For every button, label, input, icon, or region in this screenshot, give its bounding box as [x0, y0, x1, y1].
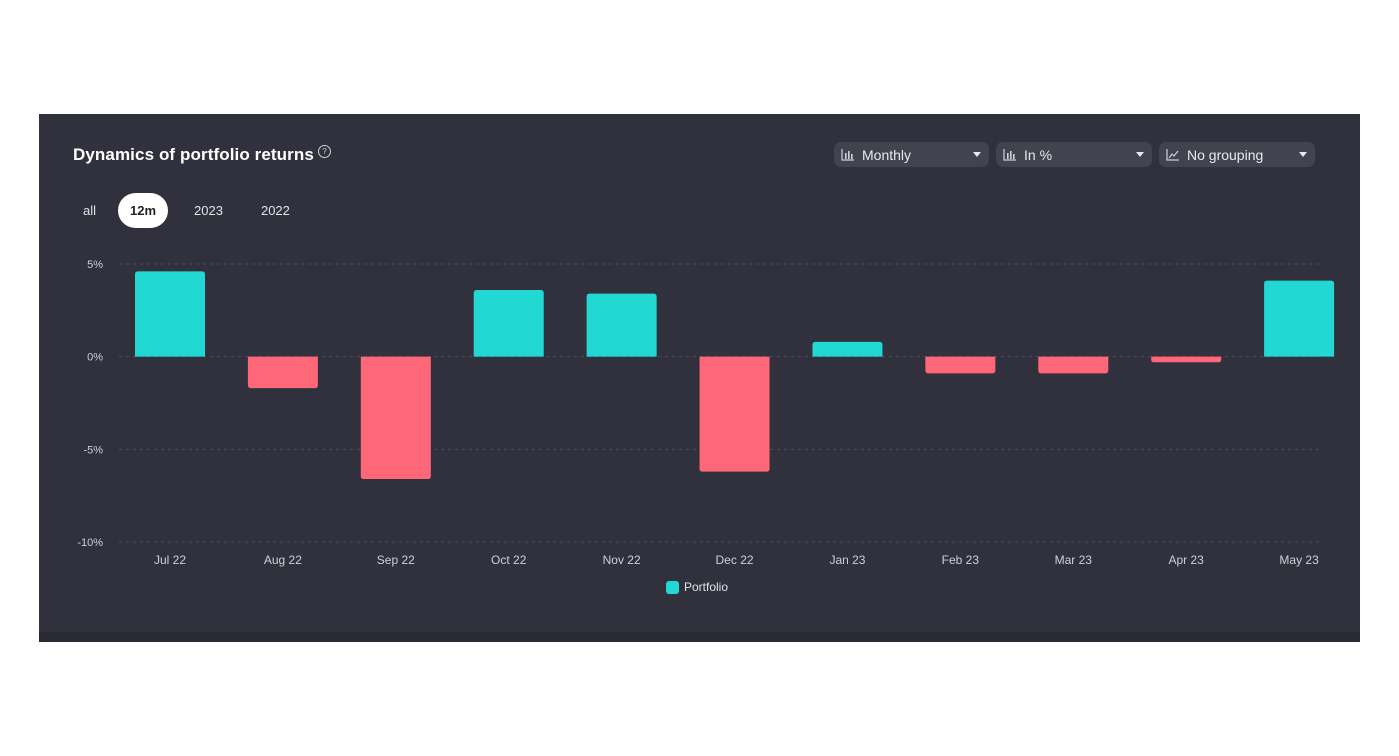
interval-select[interactable]: Monthly — [834, 142, 989, 167]
x-tick-label: Apr 23 — [1169, 553, 1205, 567]
x-tick-label: Dec 22 — [716, 553, 754, 567]
line-chart-icon — [1166, 148, 1179, 161]
bar — [699, 356, 770, 472]
bar — [925, 356, 996, 374]
returns-bar-chart: 5% 0% -5% -10% Jul 22 Aug 22 Sep 22 Oct 22 Nov 2… — [77, 259, 1335, 567]
panel-bottom-edge — [39, 632, 1360, 642]
chart-title: Dynamics of portfolio returns — [73, 145, 314, 164]
grouping-select[interactable]: No grouping — [1159, 142, 1315, 167]
x-tick-label: Feb 23 — [942, 553, 980, 567]
period-tab-12m[interactable]: 12m — [118, 193, 169, 228]
chevron-down-icon — [973, 152, 981, 157]
bar — [1038, 356, 1109, 374]
period-tabs: all 12m 2023 2022 — [73, 193, 302, 228]
help-icon[interactable]: ? — [317, 145, 331, 158]
legend-label: Portfolio — [684, 580, 729, 594]
x-tick-label: Nov 22 — [603, 553, 641, 567]
bar — [473, 289, 544, 357]
bar — [135, 271, 205, 357]
bar — [247, 356, 318, 389]
chart-legend: Portfolio — [666, 580, 728, 594]
bar-chart-icon — [1003, 148, 1016, 161]
x-tick-label: Mar 23 — [1055, 553, 1093, 567]
chevron-down-icon — [1299, 152, 1307, 157]
period-tab-all[interactable]: all — [83, 203, 97, 218]
x-tick-label: Aug 22 — [264, 553, 302, 567]
period-tab-2023[interactable]: 2023 — [194, 203, 223, 218]
x-tick-label: Jan 23 — [829, 553, 865, 567]
bar — [1264, 280, 1335, 357]
x-tick-label: Sep 22 — [377, 553, 415, 567]
unit-select[interactable]: In % — [996, 142, 1152, 167]
title-group: Dynamics of portfolio returns ? — [73, 145, 331, 165]
y-tick-label: -5% — [83, 444, 103, 456]
unit-select-label: In % — [1024, 146, 1053, 163]
bar — [360, 356, 431, 479]
bar — [586, 293, 657, 357]
chart-controls: Monthly In % No grouping — [834, 142, 1315, 167]
bar — [812, 341, 883, 357]
x-tick-label: Jul 22 — [154, 553, 186, 567]
x-tick-label: Oct 22 — [491, 553, 527, 567]
bar-chart-icon — [841, 148, 854, 161]
period-tab-2022[interactable]: 2022 — [260, 203, 290, 218]
interval-select-label: Monthly — [862, 146, 912, 163]
x-tick-label: May 23 — [1279, 553, 1319, 567]
grouping-select-label: No grouping — [1187, 146, 1264, 163]
bar — [1151, 356, 1222, 363]
returns-panel: Dynamics of portfolio returns ? Monthly … — [39, 114, 1360, 642]
y-tick-label: 0% — [87, 352, 103, 364]
chevron-down-icon — [1136, 152, 1144, 157]
legend-swatch — [666, 580, 679, 594]
y-tick-label: -10% — [77, 537, 103, 549]
y-tick-label: 5% — [87, 259, 103, 271]
